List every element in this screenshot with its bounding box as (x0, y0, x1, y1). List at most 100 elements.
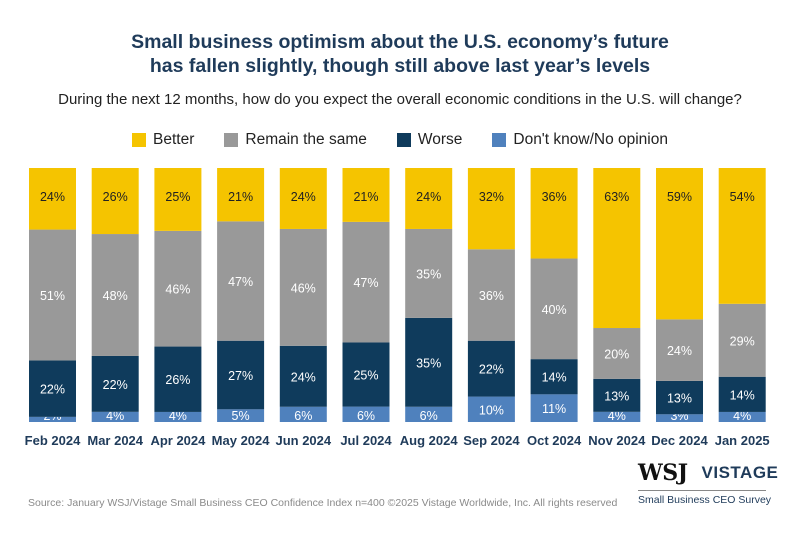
bar-segment (593, 168, 641, 329)
data-label: 24% (667, 344, 692, 358)
bar-segment (530, 359, 578, 395)
x-tick-label: Jul 2024 (340, 433, 392, 448)
data-label: 5% (232, 409, 250, 423)
bar-segment (29, 360, 76, 417)
legend-item-better: Better (132, 131, 194, 149)
brand-subtitle: Small Business CEO Survey (638, 494, 772, 506)
brand-rule (638, 490, 766, 491)
chart-title-line-2: has fallen slightly, though still above … (149, 55, 651, 77)
bar-segment (467, 168, 515, 250)
data-label: 36% (479, 289, 504, 303)
bar-segment (405, 168, 453, 229)
legend-label-dont-know: Don't know/No opinion (513, 131, 668, 148)
data-label: 22% (40, 383, 65, 397)
data-label: 46% (291, 281, 316, 295)
x-tick-label: Oct 2024 (527, 433, 582, 448)
bar-segment (217, 168, 265, 222)
bar-segment (467, 340, 515, 397)
bar-segment (656, 414, 703, 422)
bar-segment (29, 416, 76, 422)
bar-segment (718, 376, 766, 412)
data-label: 46% (165, 283, 190, 297)
legend: Better Remain the same Worse Don't know/… (0, 131, 800, 149)
data-label: 35% (416, 356, 441, 370)
data-label: 22% (479, 363, 504, 377)
bar-segment (593, 328, 641, 379)
data-label: 26% (103, 190, 128, 204)
bar-segment (405, 406, 453, 422)
data-label: 54% (730, 190, 755, 204)
data-label: 21% (353, 190, 378, 204)
x-tick-label: Nov 2024 (588, 433, 646, 448)
data-label: 6% (420, 409, 438, 423)
bar-segment (342, 342, 390, 407)
x-tick-label: Jun 2024 (275, 433, 331, 448)
vistage-logo: VISTAGE (701, 463, 779, 482)
bar-segment (718, 411, 766, 422)
bar-segment (279, 345, 327, 407)
bar-segment (217, 221, 265, 341)
data-label: 24% (291, 190, 316, 204)
data-label: 10% (479, 403, 504, 417)
data-label: 40% (542, 303, 567, 317)
data-label: 4% (733, 409, 751, 423)
bar-segment (718, 303, 766, 377)
bar-segment (656, 168, 703, 320)
data-label: 26% (165, 373, 190, 387)
x-tick-label: May 2024 (212, 433, 271, 448)
data-label: 4% (106, 409, 124, 423)
data-label: 24% (40, 190, 65, 204)
data-label: 6% (294, 409, 312, 423)
x-tick-label: Feb 2024 (25, 433, 81, 448)
data-label: 48% (103, 289, 128, 303)
legend-item-dont-know: Don't know/No opinion (492, 131, 668, 149)
legend-swatch-better (132, 133, 147, 147)
bar-segment (467, 396, 515, 422)
bar-segment (593, 411, 641, 422)
bar-segment (593, 378, 641, 412)
bar-segment (342, 221, 390, 343)
bar-segment (91, 168, 139, 235)
data-label: 25% (353, 369, 378, 383)
data-label: 29% (730, 334, 755, 348)
legend-label-same: Remain the same (245, 131, 367, 148)
data-label: 24% (416, 190, 441, 204)
data-label: 4% (608, 409, 626, 423)
bar-segment (279, 168, 327, 229)
x-tick-label: Jan 2025 (715, 433, 770, 448)
x-tick-label: Mar 2024 (87, 433, 143, 448)
bar-segment (91, 234, 139, 356)
data-label: 22% (103, 378, 128, 392)
legend-label-worse: Worse (417, 131, 463, 148)
bar-segment (217, 340, 265, 410)
bar-segment (530, 394, 578, 422)
data-label: 13% (604, 389, 629, 403)
data-label: 20% (604, 347, 629, 361)
bar-segment (530, 258, 578, 360)
legend-swatch-worse (396, 133, 411, 147)
bar-segment (217, 409, 265, 422)
data-label: 32% (479, 190, 504, 204)
legend-swatch-same (224, 133, 239, 147)
data-label: 25% (165, 190, 190, 204)
bar-segment (29, 229, 76, 361)
legend-item-same: Remain the same (224, 131, 367, 149)
wsj-logo: WSJ (638, 460, 688, 486)
bar-segment (718, 168, 766, 304)
data-label: 47% (228, 275, 253, 289)
data-label: 13% (667, 392, 692, 406)
data-label: 36% (542, 190, 567, 204)
bar-segment (154, 411, 202, 422)
data-label: 59% (667, 190, 692, 204)
data-label: 14% (730, 388, 755, 402)
x-tick-label: Aug 2024 (400, 433, 459, 448)
source-note: Source: January WSJ/Vistage Small Busine… (28, 497, 618, 509)
legend-item-worse: Worse (396, 131, 463, 149)
bar-segment (279, 228, 327, 346)
legend-swatch-dont-know (492, 133, 507, 147)
bar-segment (154, 168, 202, 231)
data-label: 4% (169, 409, 187, 423)
data-label: 6% (357, 409, 375, 423)
bar-segment (154, 346, 202, 412)
